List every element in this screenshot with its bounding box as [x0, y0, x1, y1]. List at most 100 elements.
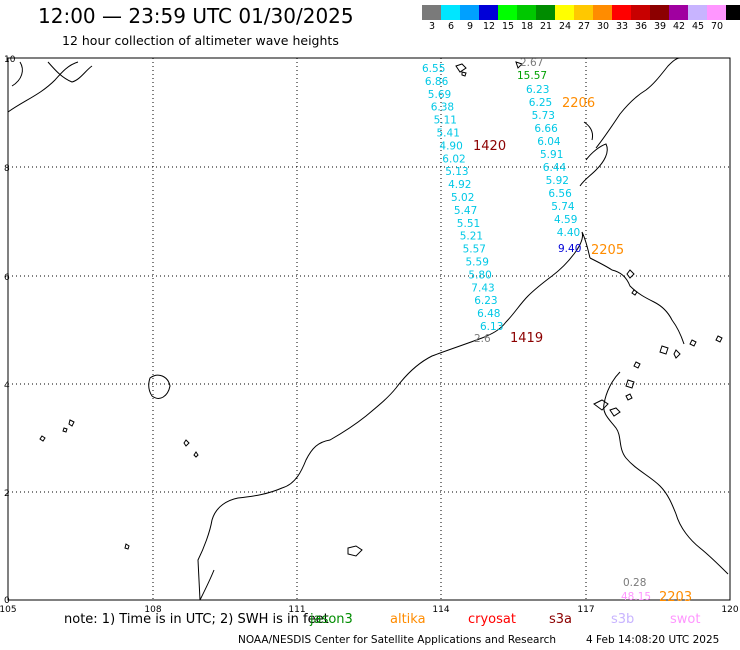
wave-value: 6.38: [431, 102, 454, 114]
wave-value: 15.57: [517, 70, 547, 82]
satellite-jason3-label: jason3: [310, 612, 353, 627]
satellite-altika-label: altika: [390, 612, 426, 627]
map-title: 12:00 — 23:59 UTC 01/30/2025: [38, 4, 354, 28]
lat-tick-label: 2: [4, 489, 10, 499]
track-west-values: 6.556.865.696.385.115.414.906.025.134.92…: [422, 63, 503, 333]
pass-time-label: 2206: [562, 96, 595, 111]
legend-swatch: [612, 5, 631, 20]
credit-line: NOAA/NESDIS Center for Satellite Applica…: [238, 634, 556, 646]
wave-value: 0.28: [623, 577, 646, 589]
wave-value: 5.13: [445, 166, 468, 178]
wave-value: 6.04: [537, 136, 561, 148]
lon-tick-label: 111: [288, 605, 305, 615]
legend-bin-label: 70: [710, 21, 724, 32]
legend-bin-label: 12: [482, 21, 496, 32]
wave-value: 6.02: [442, 153, 465, 165]
legend-swatch: [631, 5, 650, 20]
wave-value: 6.55: [422, 63, 445, 75]
satellite-s3b-label: s3b: [611, 612, 635, 627]
lon-tick-label: 120: [721, 605, 738, 615]
legend-bin-label: 21: [539, 21, 553, 32]
wave-value: 6.56: [548, 188, 572, 200]
legend-swatch: [574, 5, 593, 20]
wave-value: 6.25: [529, 97, 552, 109]
legend-bin-label: 33: [615, 21, 629, 32]
legend-swatch: [650, 5, 669, 20]
legend-swatch: [707, 5, 726, 20]
wave-value: 5.41: [437, 128, 460, 140]
legend-swatch: [460, 5, 479, 20]
wave-value: 6.44: [543, 162, 567, 174]
wave-value: 48.15: [621, 591, 651, 603]
wave-value: 5.51: [457, 218, 480, 230]
wave-value: 6.23: [526, 84, 549, 96]
legend-swatch: [441, 5, 460, 20]
legend-bin-label: 42: [672, 21, 686, 32]
satellite-swot-label: swot: [670, 612, 701, 627]
lat-tick-label: 0: [4, 596, 10, 606]
borneo-coast: [197, 231, 591, 601]
legend-swatch: [688, 5, 707, 20]
legend-bin-label: 6: [447, 21, 455, 32]
wave-value: 6.66: [534, 123, 558, 135]
special-values: 2.67 15.57 9.40 2.6 0.28 48.15: [474, 57, 651, 603]
legend-bin-label: 27: [577, 21, 591, 32]
lat-tick-labels: 10 8 6 4 2 0: [4, 55, 16, 606]
legend-bin-label: 39: [653, 21, 667, 32]
lat-tick-label: 4: [4, 381, 10, 391]
wave-value: 6.86: [425, 76, 449, 88]
wave-value: 5.69: [428, 89, 451, 101]
wave-value: 4.90: [439, 140, 462, 152]
satellite-s3a-label: s3a: [549, 612, 573, 627]
wave-value: 4.40: [557, 227, 580, 239]
map-subtitle: 12 hour collection of altimeter wave hei…: [62, 33, 339, 48]
legend-bin-label: 30: [596, 21, 610, 32]
legend-swatch: [593, 5, 612, 20]
wave-value: 5.02: [451, 192, 474, 204]
satellite-cryosat-label: cryosat: [468, 612, 516, 627]
wave-value: 5.92: [546, 175, 569, 187]
color-legend-bar: [422, 5, 740, 20]
footer-note: note: 1) Time is in UTC; 2) SWH is in fe…: [64, 612, 329, 627]
legend-swatch: [726, 5, 740, 20]
wave-value: 2.6: [474, 333, 491, 345]
wave-value: 9.40: [558, 243, 581, 255]
wave-value: 5.11: [434, 115, 457, 127]
legend-bin-label: 18: [520, 21, 534, 32]
pass-time-label: 1419: [510, 331, 543, 346]
map-frame: [7, 57, 731, 601]
legend-swatch: [479, 5, 498, 20]
generated-timestamp: 4 Feb 14:08:20 UTC 2025: [586, 634, 720, 646]
lon-tick-labels: 105 108 111 114 117 120: [0, 605, 739, 615]
wave-value: 5.74: [551, 201, 575, 213]
wave-value: 5.73: [532, 110, 555, 122]
legend-swatch: [536, 5, 555, 20]
lat-tick-label: 8: [4, 164, 10, 174]
wave-value: 2.67: [520, 57, 543, 69]
wave-value: 4.92: [448, 179, 471, 191]
legend-swatch: [422, 5, 441, 20]
wave-value: 4.59: [554, 214, 577, 226]
legend-bin-label: 9: [466, 21, 474, 32]
natuna-island: [148, 374, 171, 399]
philippines-coast: [595, 57, 681, 149]
wave-value: 6.23: [474, 295, 497, 307]
track-east-values: 6.236.255.736.666.045.916.445.926.565.74…: [526, 84, 580, 239]
pass-time-label: 1420: [473, 139, 506, 154]
mainland-coast-nw: [7, 61, 79, 113]
legend-swatch: [555, 5, 574, 20]
legend-bin-label: 36: [634, 21, 648, 32]
lat-tick-label: 10: [4, 55, 16, 65]
wave-value: 7.43: [471, 282, 494, 294]
legend-bin-label: 45: [691, 21, 705, 32]
legend-swatch: [498, 5, 517, 20]
legend-swatch: [517, 5, 536, 20]
legend-swatch: [669, 5, 688, 20]
legend-bin-label: 3: [428, 21, 436, 32]
lon-tick-label: 114: [432, 605, 449, 615]
lon-tick-label: 105: [0, 605, 17, 615]
wave-value: 6.48: [477, 308, 500, 320]
coastlines: [7, 57, 729, 601]
pass-time-label: 2205: [591, 243, 624, 258]
